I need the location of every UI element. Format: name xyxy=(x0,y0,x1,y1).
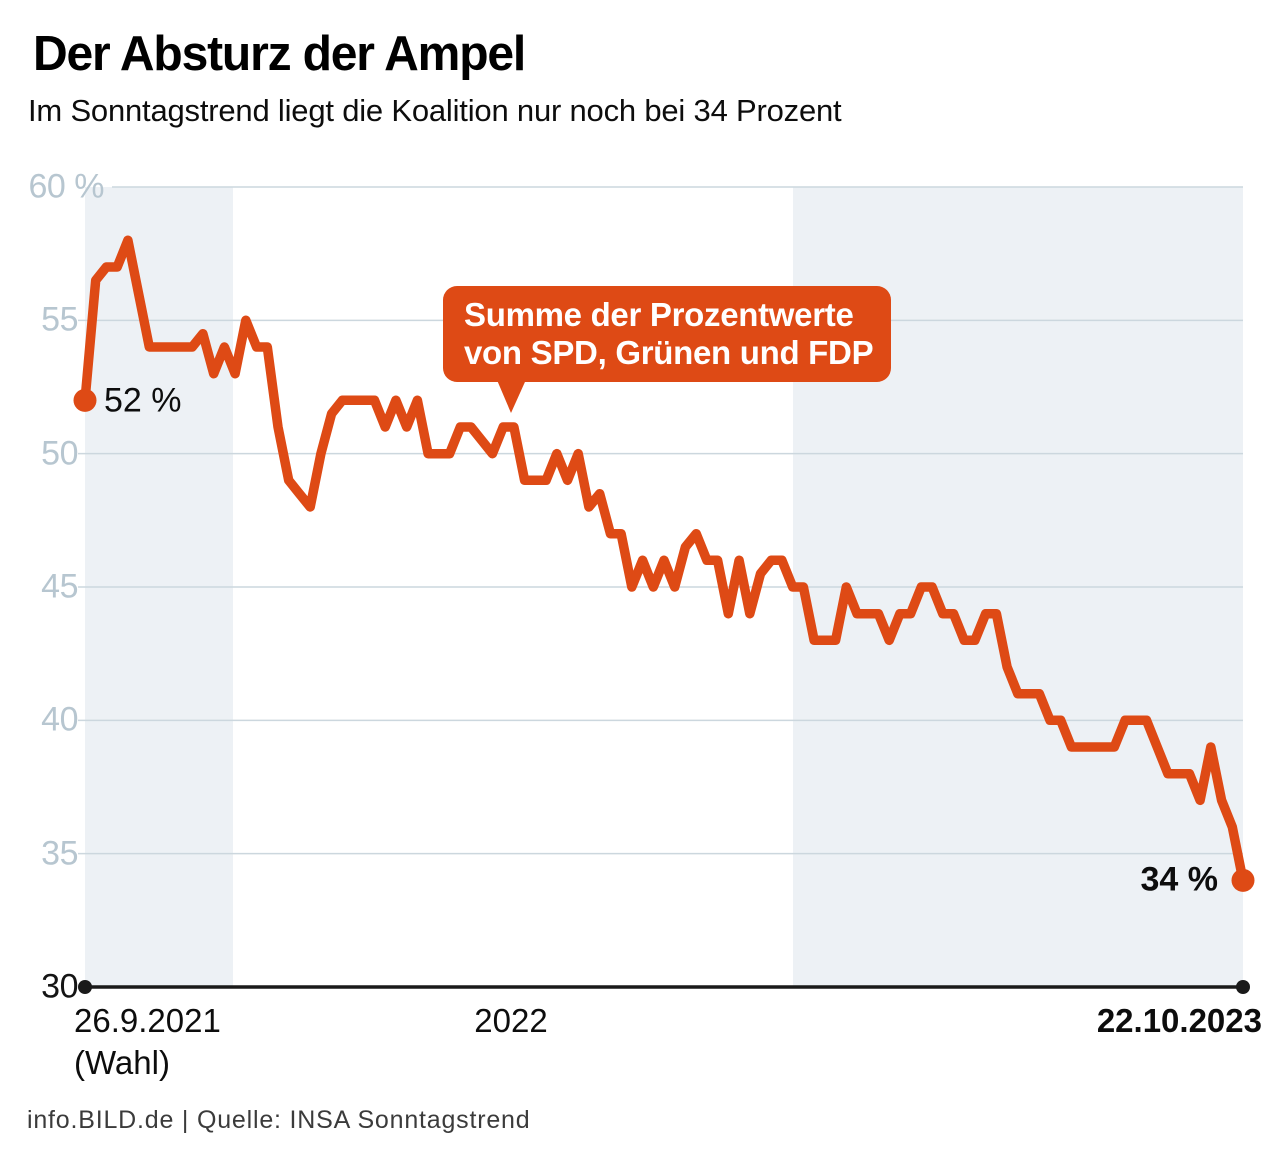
start-value-label: 52 % xyxy=(104,381,182,420)
y-axis-tick-label: 35 xyxy=(41,834,78,873)
footer-source: info.BILD.de | Quelle: INSA Sonntagstren… xyxy=(27,1106,531,1134)
y-axis-tick-label: 40 xyxy=(41,700,78,739)
y-axis-tick-label: 50 xyxy=(41,434,78,473)
y-axis-tick-label: 55 xyxy=(41,300,78,339)
x-axis-label-mid: 2022 xyxy=(474,1002,548,1039)
x-axis-label-start-sub: (Wahl) xyxy=(74,1044,170,1081)
annotation-line-1: Summe der Prozentwerte xyxy=(464,296,854,333)
axis-start-dot xyxy=(78,980,92,994)
x-axis-label-end: 22.10.2023 xyxy=(1096,1002,1262,1039)
y-axis-tick-label: 30 xyxy=(41,967,78,1006)
trend-line xyxy=(80,235,1248,886)
end-point-dot xyxy=(1231,868,1255,892)
axis-end-dot xyxy=(1236,980,1250,994)
x-axis-label-start: 26.9.2021 xyxy=(74,1002,221,1039)
annotation-pointer xyxy=(494,373,529,413)
y-axis-tick-label: 60 % xyxy=(28,167,105,206)
start-point-dot xyxy=(73,388,97,412)
annotation-callout: Summe der Prozentwerte von SPD, Grünen u… xyxy=(443,286,891,382)
page-title: Der Absturz der Ampel xyxy=(33,27,526,81)
y-axis-tick-label: 45 xyxy=(41,567,78,606)
annotation-line-2: von SPD, Grünen und FDP xyxy=(464,334,874,371)
page-subtitle: Im Sonntagstrend liegt die Koalition nur… xyxy=(28,93,842,128)
end-value-label: 34 % xyxy=(1140,860,1219,899)
